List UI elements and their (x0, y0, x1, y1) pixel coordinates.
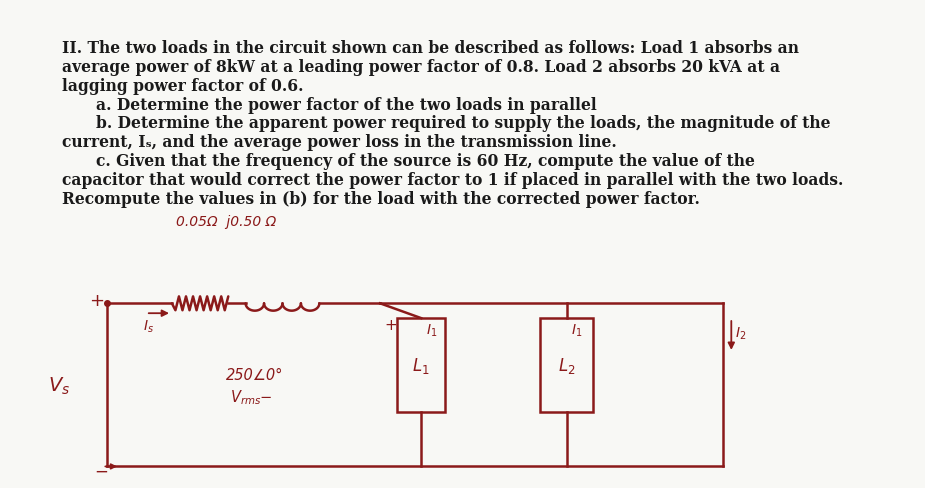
Text: current, Iₛ, and the average power loss in the transmission line.: current, Iₛ, and the average power loss … (62, 134, 616, 151)
Text: +: + (385, 318, 397, 332)
Text: $V_s$: $V_s$ (48, 374, 70, 396)
Text: II. The two loads in the circuit shown can be described as follows: Load 1 absor: II. The two loads in the circuit shown c… (62, 41, 799, 57)
Text: +: + (90, 292, 105, 310)
Text: $L_1$: $L_1$ (413, 355, 430, 375)
Text: average power of 8kW at a leading power factor of 0.8. Load 2 absorbs 20 kVA at : average power of 8kW at a leading power … (62, 59, 780, 76)
Text: 250∠0°: 250∠0° (226, 368, 284, 383)
Text: b. Determine the apparent power required to supply the loads, the magnitude of t: b. Determine the apparent power required… (96, 115, 831, 132)
Bar (398, 319, 445, 412)
Text: $I_1$: $I_1$ (571, 322, 582, 338)
Text: 0.05Ω  j0.50 Ω: 0.05Ω j0.50 Ω (177, 215, 277, 229)
Bar (540, 319, 593, 412)
Text: Recompute the values in (b) for the load with the corrected power factor.: Recompute the values in (b) for the load… (62, 190, 699, 207)
Text: capacitor that would correct the power factor to 1 if placed in parallel with th: capacitor that would correct the power f… (62, 171, 843, 188)
Text: $V_{rms}$−: $V_{rms}$− (230, 387, 273, 406)
Text: a. Determine the power factor of the two loads in parallel: a. Determine the power factor of the two… (96, 97, 598, 114)
Text: lagging power factor of 0.6.: lagging power factor of 0.6. (62, 78, 303, 95)
Text: $L_2$: $L_2$ (558, 355, 575, 375)
Text: $I_2$: $I_2$ (734, 325, 746, 342)
Text: −: − (93, 462, 107, 480)
Text: $I_s$: $I_s$ (143, 318, 154, 334)
Text: c. Given that the frequency of the source is 60 Hz, compute the value of the: c. Given that the frequency of the sourc… (96, 153, 756, 170)
Text: $I_1$: $I_1$ (426, 322, 437, 338)
